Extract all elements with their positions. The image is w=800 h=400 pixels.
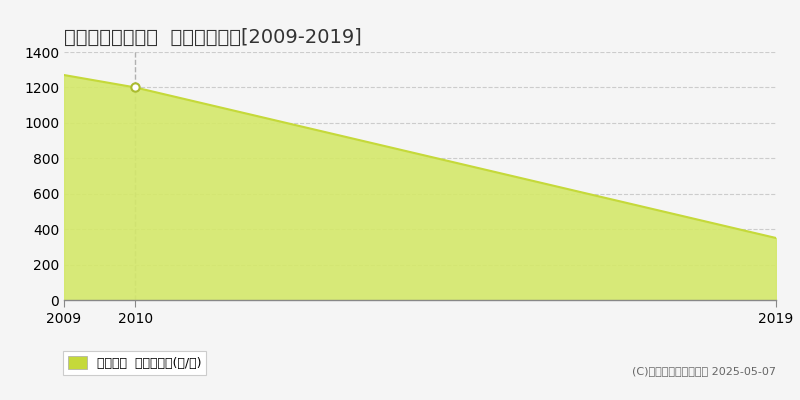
Text: 栃木市大平町蔵井  農地価格推移[2009-2019]: 栃木市大平町蔵井 農地価格推移[2009-2019] [64,28,362,47]
Text: (C)土地価格ドットコム 2025-05-07: (C)土地価格ドットコム 2025-05-07 [632,366,776,376]
Legend: 農地価格  平均坪単価(円/坪): 農地価格 平均坪単価(円/坪) [63,351,206,374]
